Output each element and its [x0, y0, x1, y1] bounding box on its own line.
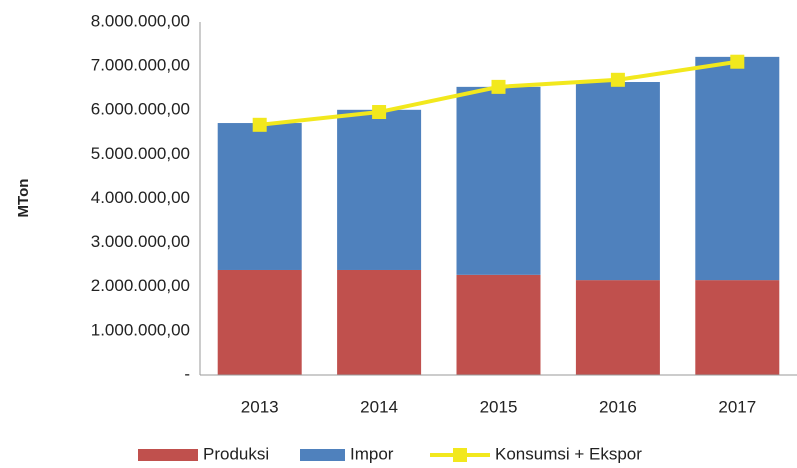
y-tick-label: 3.000.000,00: [91, 232, 190, 251]
legend-label: Impor: [350, 444, 394, 463]
y-tick-label: 4.000.000,00: [91, 188, 190, 207]
legend-swatch: [138, 449, 198, 461]
bar: [695, 280, 780, 375]
y-tick-label: 2.000.000,00: [91, 276, 190, 295]
marker: [610, 72, 625, 87]
bar: [337, 109, 422, 270]
x-tick-label: 2013: [241, 397, 279, 416]
y-tick-label: 6.000.000,00: [91, 100, 190, 119]
bar: [217, 123, 302, 270]
marker: [730, 54, 745, 69]
legend-label: Produksi: [203, 444, 269, 463]
legend-swatch: [453, 448, 467, 462]
y-tick-label: -: [184, 364, 190, 383]
x-tick-label: 2014: [360, 397, 398, 416]
bar: [695, 56, 780, 281]
x-tick-label: 2017: [718, 397, 756, 416]
y-tick-label: 5.000.000,00: [91, 144, 190, 163]
bar: [337, 269, 422, 375]
x-tick-label: 2016: [599, 397, 637, 416]
bar: [456, 274, 541, 375]
y-tick-label: 8.000.000,00: [91, 11, 190, 30]
bar: [575, 82, 660, 281]
bar: [456, 86, 541, 275]
marker: [491, 79, 506, 94]
bar: [217, 269, 302, 375]
legend-swatch: [300, 449, 345, 461]
legend-label: Konsumsi + Ekspor: [495, 444, 642, 463]
y-tick-label: 1.000.000,00: [91, 320, 190, 339]
y-axis-label: MTon: [15, 179, 32, 218]
marker: [372, 105, 387, 120]
bar: [575, 280, 660, 375]
marker: [252, 117, 267, 132]
x-tick-label: 2015: [480, 397, 518, 416]
y-tick-label: 7.000.000,00: [91, 56, 190, 75]
